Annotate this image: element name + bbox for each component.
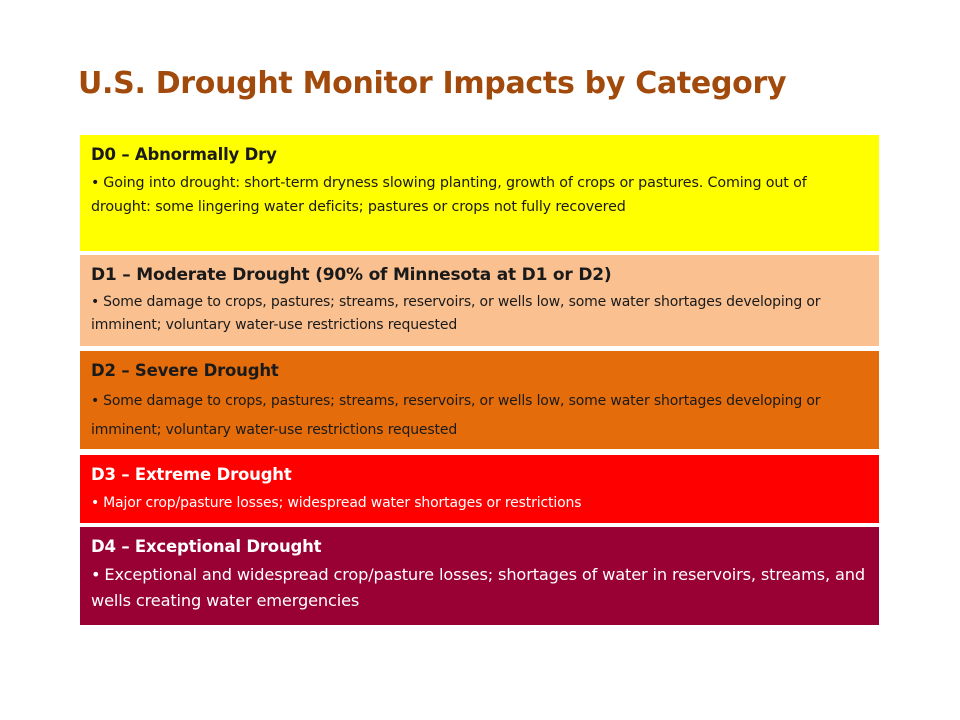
- category-d4-description-text: Exceptional and widespread crop/pasture …: [91, 565, 865, 610]
- category-d4-description: • Exceptional and widespread crop/pasture…: [91, 562, 867, 614]
- category-d2-box: D2 – Severe Drought • Some damage to crop…: [80, 351, 879, 449]
- category-d3-description: • Major crop/pasture losses; widespread w…: [91, 492, 867, 514]
- category-d1-description: • Some damage to crops, pastures; streams…: [91, 291, 867, 337]
- bullet-icon: •: [91, 175, 100, 191]
- category-d0-description: • Going into drought: short-term dryness …: [91, 171, 867, 219]
- category-d1-heading: D1 – Moderate Drought (90% of Minnesota …: [91, 265, 612, 285]
- category-d3-box: D3 – Extreme Drought • Major crop/pasture…: [80, 455, 879, 523]
- category-d1-description-text: Some damage to crops, pastures; streams,…: [91, 294, 821, 333]
- category-d4-box: D4 – Exceptional Drought • Exceptional an…: [80, 527, 879, 625]
- category-d3-description-text: Major crop/pasture losses; widespread wa…: [103, 495, 582, 511]
- category-d0-heading: D0 – Abnormally Dry: [91, 145, 277, 164]
- bullet-icon: •: [91, 393, 100, 409]
- category-d2-description: • Some damage to crops, pastures; streams…: [91, 387, 867, 445]
- category-d2-heading: D2 – Severe Drought: [91, 361, 279, 380]
- category-d0-description-text: Going into drought: short-term dryness s…: [91, 175, 807, 215]
- category-d3-heading: D3 – Extreme Drought: [91, 465, 292, 484]
- category-d4-heading: D4 – Exceptional Drought: [91, 537, 322, 556]
- page-title: U.S. Drought Monitor Impacts by Category: [78, 66, 787, 101]
- category-d1-box: D1 – Moderate Drought (90% of Minnesota …: [80, 255, 879, 346]
- bullet-icon: •: [91, 294, 100, 310]
- bullet-icon: •: [91, 565, 101, 584]
- category-d0-box: D0 – Abnormally Dry • Going into drought:…: [80, 135, 879, 251]
- category-d2-description-text: Some damage to crops, pastures; streams,…: [91, 393, 821, 438]
- bullet-icon: •: [91, 495, 100, 511]
